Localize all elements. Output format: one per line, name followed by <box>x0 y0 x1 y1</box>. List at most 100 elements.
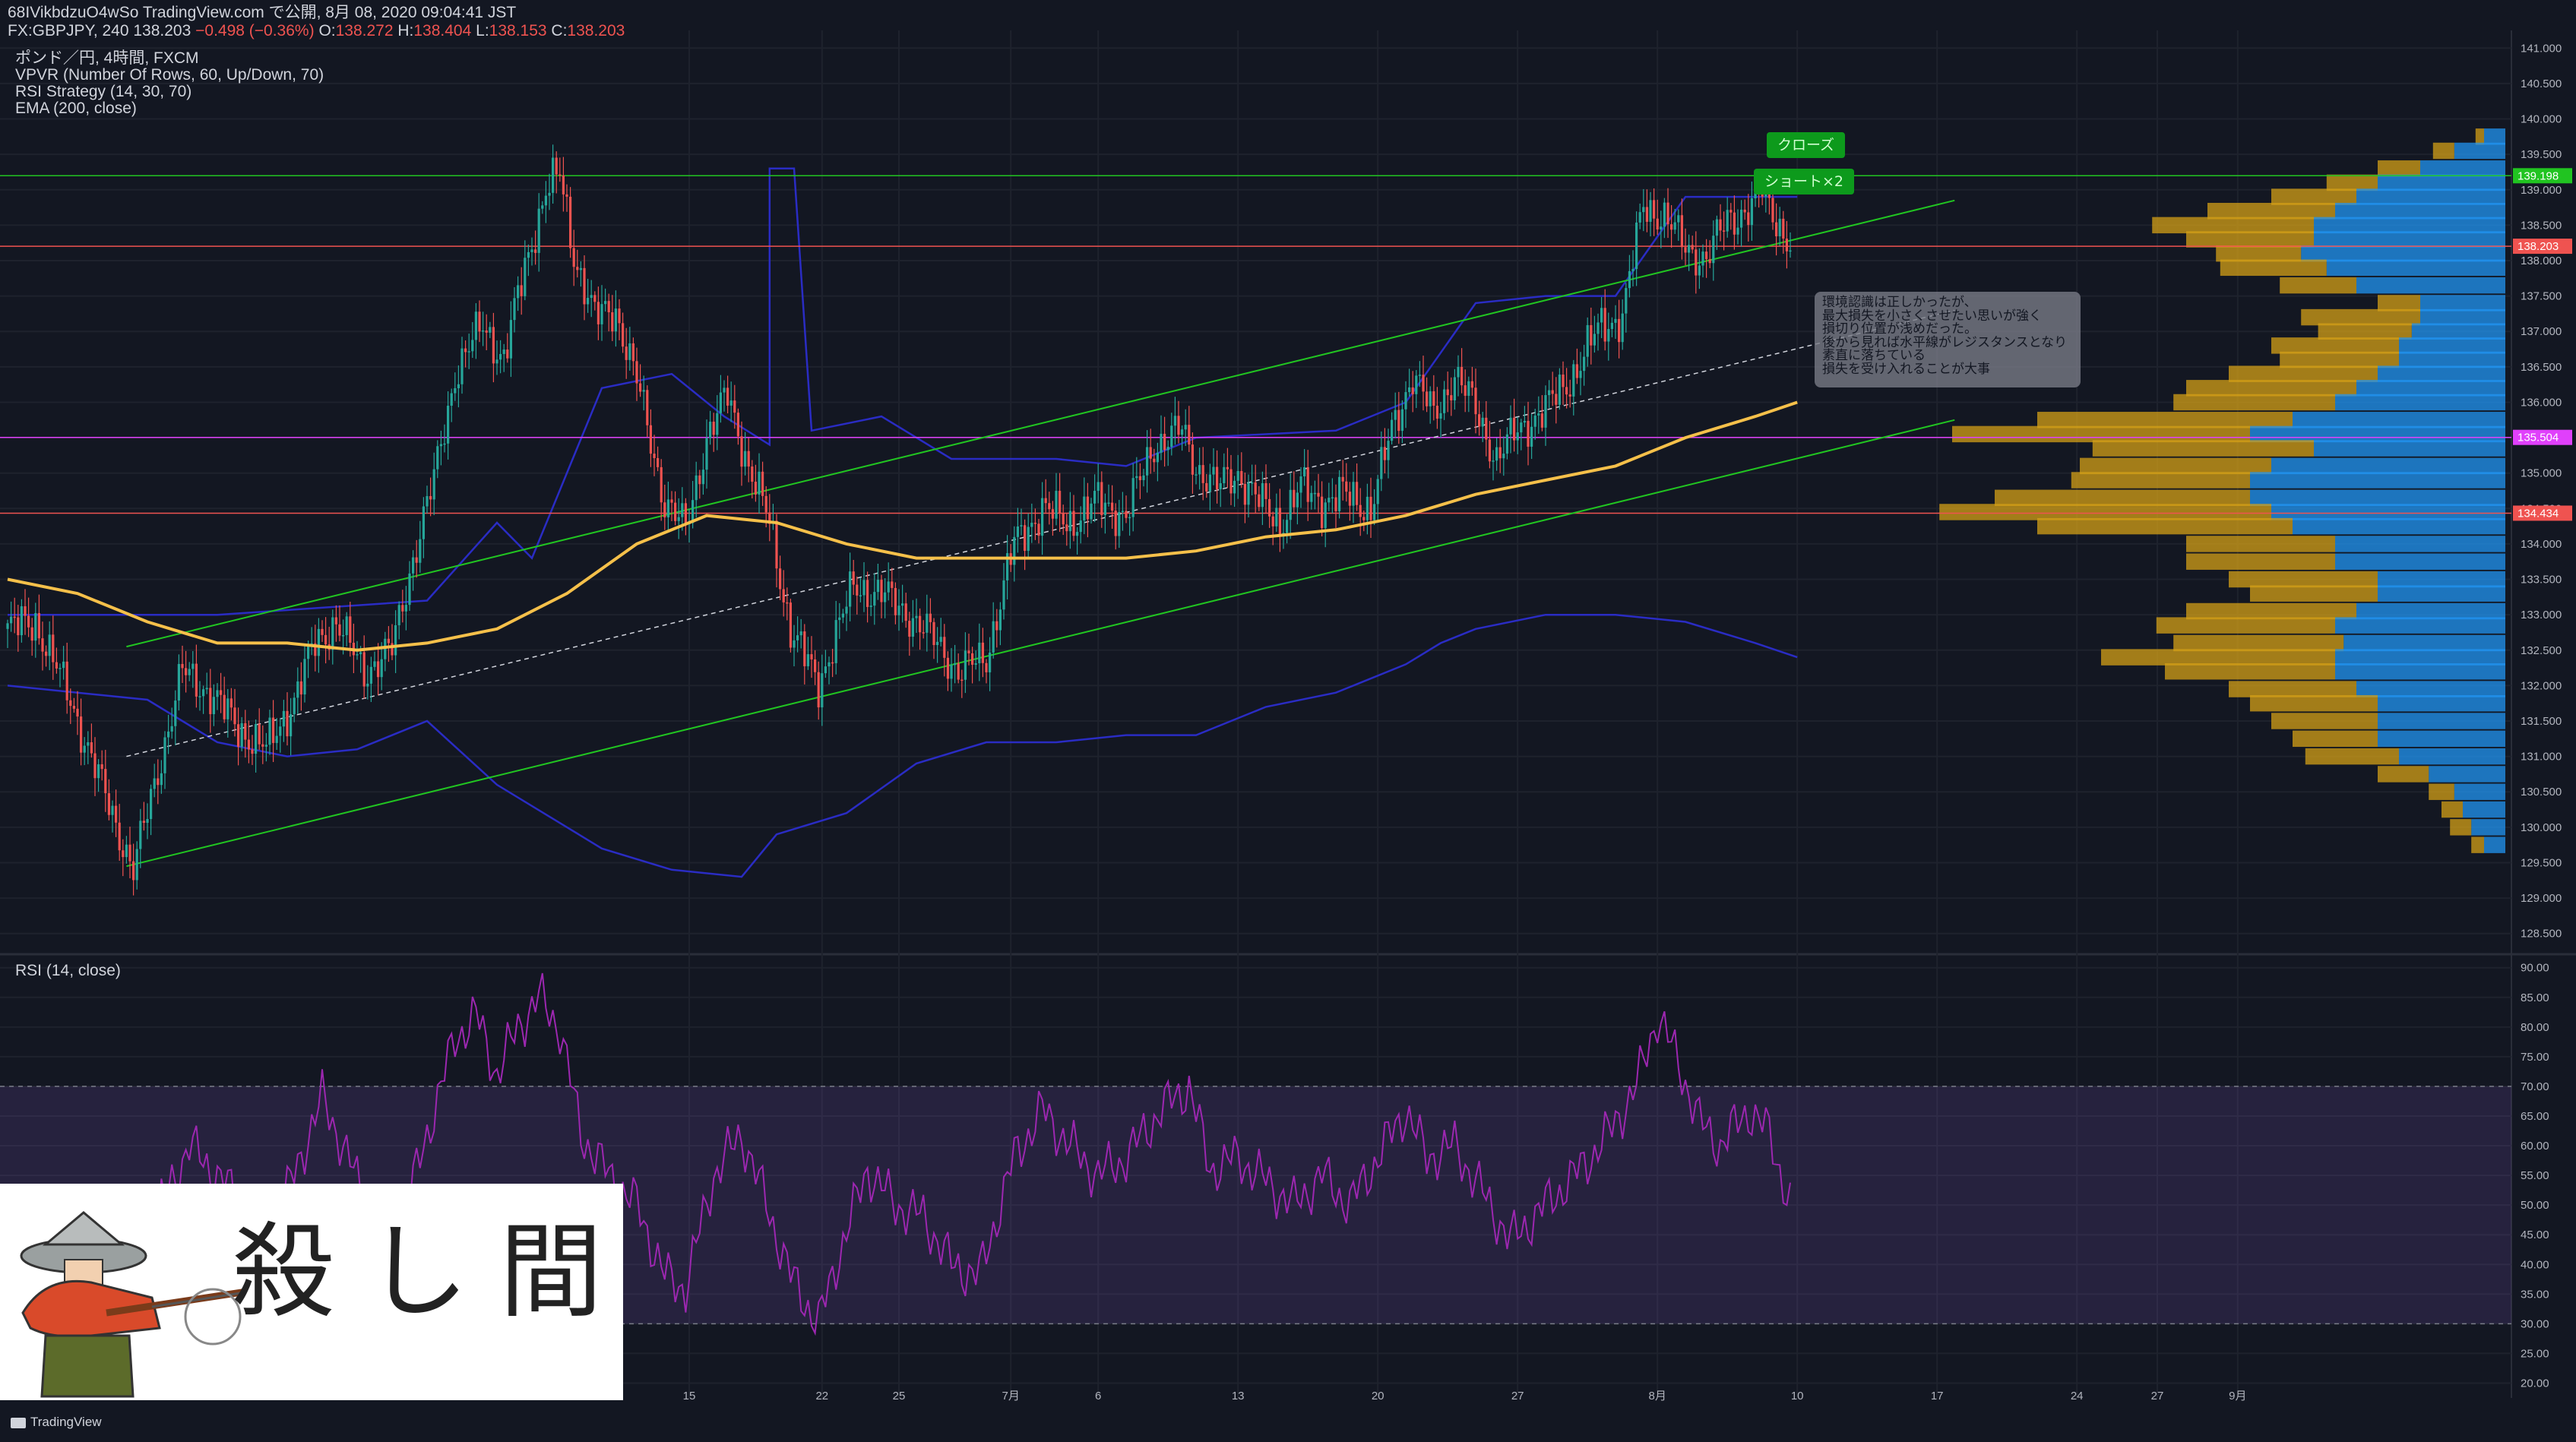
candle-body <box>366 683 369 687</box>
candle-body <box>614 308 617 332</box>
vpvr-down-bar <box>2037 412 2293 428</box>
candle-body <box>65 661 68 700</box>
candle-body <box>1397 410 1400 432</box>
candle-body <box>1513 417 1516 441</box>
candle-body <box>1435 406 1438 419</box>
candle-body <box>474 311 477 340</box>
candle-body <box>139 821 142 849</box>
candle-body <box>150 789 153 820</box>
candle-body <box>1586 324 1589 357</box>
candle-body <box>1006 553 1009 580</box>
candle-body <box>600 304 603 324</box>
candle-body <box>1607 329 1610 342</box>
indicator-symbol[interactable]: ポンド／円, 4時間, FXCM <box>15 49 199 67</box>
candle-body <box>1223 466 1226 484</box>
candle-body <box>967 650 970 653</box>
close-tag: クローズ <box>1767 132 1846 158</box>
candle-body <box>971 653 974 665</box>
candle-body <box>806 654 809 666</box>
candle-body <box>1135 476 1138 479</box>
candle-body <box>1138 476 1141 480</box>
note-line: 素直に落ちている <box>1822 348 1926 363</box>
candle-body <box>1173 416 1176 426</box>
candle-body <box>674 502 677 521</box>
price-tick-label: 140.000 <box>2521 113 2562 126</box>
candle-body <box>527 251 530 258</box>
vpvr-up-bar <box>2378 365 2505 382</box>
candle-body <box>1107 502 1110 504</box>
candle-body <box>349 616 352 644</box>
indicator-ema[interactable]: EMA (200, close) <box>15 100 137 117</box>
candle-body <box>1331 497 1334 499</box>
candle-body <box>1103 502 1106 516</box>
vpvr-up-bar <box>2335 553 2505 570</box>
price-label-text: 139.198 <box>2517 169 2559 182</box>
candle-body <box>1572 364 1575 397</box>
time-tick-label: 6 <box>1095 1390 1101 1402</box>
candle-body <box>1684 247 1687 253</box>
candle-body <box>552 157 555 193</box>
rsi-pane-title[interactable]: RSI (14, close) <box>15 962 121 979</box>
candle-body <box>1474 387 1477 415</box>
candle-body <box>100 764 103 770</box>
candle-body <box>639 383 642 392</box>
candle-body <box>1306 466 1309 502</box>
candle-body <box>356 654 359 656</box>
price-label-box <box>2513 505 2572 521</box>
vpvr-down-bar <box>2378 766 2429 783</box>
price-tick-label: 132.500 <box>2521 644 2562 657</box>
candle-body <box>1373 504 1376 520</box>
vpvr-down-bar <box>2305 748 2399 765</box>
indicator-vpvr[interactable]: VPVR (Number Of Rows, 60, Up/Down, 70) <box>15 66 324 84</box>
candle-body <box>611 312 614 332</box>
candle-body <box>1041 498 1044 536</box>
candle-body <box>412 557 415 574</box>
candle-body <box>391 643 394 656</box>
vpvr-up-bar <box>2356 602 2505 620</box>
candle-body <box>191 663 195 669</box>
candle-body <box>135 849 138 881</box>
candle-body <box>625 346 628 360</box>
candle-body <box>170 726 173 732</box>
candle-body <box>163 737 166 773</box>
candle-body <box>593 295 597 302</box>
candle-body <box>1610 322 1613 330</box>
tradingview-brand[interactable]: TradingView <box>11 1415 102 1430</box>
candle-body <box>1369 496 1372 520</box>
candle-body <box>251 749 254 754</box>
candle-body <box>793 640 796 648</box>
candle-body <box>1341 476 1344 482</box>
candle-body <box>1079 520 1082 533</box>
candle-body <box>223 694 226 719</box>
vpvr-up-bar <box>2335 649 2505 666</box>
candle-body <box>450 393 453 406</box>
candle-body <box>454 387 457 394</box>
candle-body <box>1548 390 1551 396</box>
candle-body <box>1701 251 1704 266</box>
candle-body <box>275 735 278 743</box>
vpvr-down-bar <box>2186 602 2356 620</box>
candle-body <box>775 520 778 569</box>
vpvr-up-bar <box>2454 783 2505 800</box>
candle-body <box>1278 508 1281 535</box>
candle-body <box>1254 482 1257 495</box>
vpvr-up-bar <box>2399 748 2505 765</box>
candle-body <box>1044 498 1047 504</box>
indicator-rsi-strategy[interactable]: RSI Strategy (14, 30, 70) <box>15 83 192 100</box>
candle-body <box>1251 482 1254 484</box>
vpvr-down-bar <box>2220 259 2327 277</box>
candle-body <box>751 466 754 482</box>
candle-body <box>779 568 782 590</box>
publish-header: 68IVikbdzuO4wSo TradingView.com で公開, 8月 … <box>8 4 517 21</box>
candle-body <box>1453 377 1456 401</box>
candle-body <box>384 638 387 659</box>
candle-body <box>544 195 547 206</box>
vpvr-down-bar <box>2173 394 2335 411</box>
candle-body <box>1789 250 1792 252</box>
candle-body <box>226 698 229 719</box>
candle-body <box>1208 474 1211 492</box>
candle-body <box>1523 420 1526 423</box>
candle-body <box>1785 239 1788 251</box>
candle-body <box>1715 219 1718 236</box>
candle-body <box>1205 482 1208 492</box>
